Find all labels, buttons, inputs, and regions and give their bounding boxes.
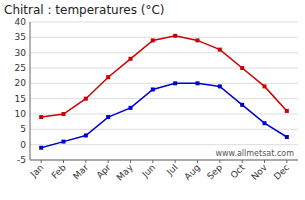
y-tick-label: -5 [17, 155, 26, 165]
marker [129, 106, 133, 110]
marker [218, 84, 222, 88]
x-tick [219, 160, 220, 163]
marker [263, 84, 267, 88]
y-tick-label: 15 [15, 94, 26, 104]
x-tick [108, 160, 109, 163]
y-tick-label: 25 [15, 63, 26, 73]
grid-line [30, 68, 298, 69]
marker [129, 57, 133, 61]
line [41, 36, 287, 117]
grid-line [30, 83, 298, 84]
x-tick [130, 160, 131, 163]
x-tick [63, 160, 64, 163]
marker [263, 121, 267, 125]
y-tick-label: 10 [15, 109, 27, 119]
annotation: www.allmetsat.com [216, 149, 295, 158]
marker [285, 109, 289, 113]
x-tick [197, 160, 198, 163]
marker [173, 81, 177, 85]
x-tick [41, 160, 42, 163]
marker [151, 38, 155, 42]
x-tick [242, 160, 243, 163]
marker [196, 81, 200, 85]
x-tick [286, 160, 287, 163]
marker [218, 48, 222, 52]
x-tick-label: May [115, 162, 136, 183]
marker [39, 146, 43, 150]
x-tick-label: Oct [229, 162, 247, 180]
grid-line [30, 160, 298, 161]
x-tick [85, 160, 86, 163]
marker [151, 87, 155, 91]
y-tick-label: 20 [15, 78, 27, 88]
plot-area [39, 34, 289, 150]
x-tick-label: Aug [182, 162, 202, 182]
chart: -5 0 5 10 15 20 25 30 35 40 JanFebMarAprMayJun JulA… [0, 0, 305, 200]
y-axis [30, 22, 31, 160]
y-tick-label: 40 [15, 17, 27, 27]
marker [240, 103, 244, 107]
x-tick-label: Dec [272, 162, 291, 181]
marker [39, 115, 43, 119]
x-tick-label: Apr [94, 162, 112, 180]
marker [106, 75, 110, 79]
x-tick [152, 160, 153, 163]
marker [84, 97, 88, 101]
grid-line [30, 144, 298, 145]
y-tick-label: 30 [15, 48, 27, 58]
x-tick-label: Feb [50, 162, 69, 181]
marker [173, 34, 177, 38]
line [41, 83, 287, 147]
y-tick-label: 35 [15, 32, 26, 42]
x-axis [30, 160, 298, 161]
marker [84, 133, 88, 137]
grid-line [30, 98, 298, 99]
x-tick-label: Jun [140, 162, 158, 180]
marker [240, 66, 244, 70]
marker [285, 135, 289, 139]
grid-line [30, 114, 298, 115]
grid-line [30, 22, 298, 23]
x-tick [175, 160, 176, 163]
title: Chitral : temperatures (°C) [4, 3, 165, 17]
y-tick-label: 5 [20, 124, 26, 134]
x-tick-label: Sep [205, 162, 224, 181]
marker [62, 140, 66, 144]
marker [196, 38, 200, 42]
grid-line [30, 52, 298, 53]
x-tick-label: Mar [71, 162, 90, 181]
x-tick-label: Jul [164, 162, 179, 177]
x-tick [264, 160, 265, 163]
grid-line [30, 129, 298, 130]
marker [62, 112, 66, 116]
x-tick-label: Jan [28, 162, 46, 180]
y-tick-label: 0 [20, 140, 26, 150]
marker [106, 115, 110, 119]
x-tick-label: Nov [249, 162, 269, 182]
